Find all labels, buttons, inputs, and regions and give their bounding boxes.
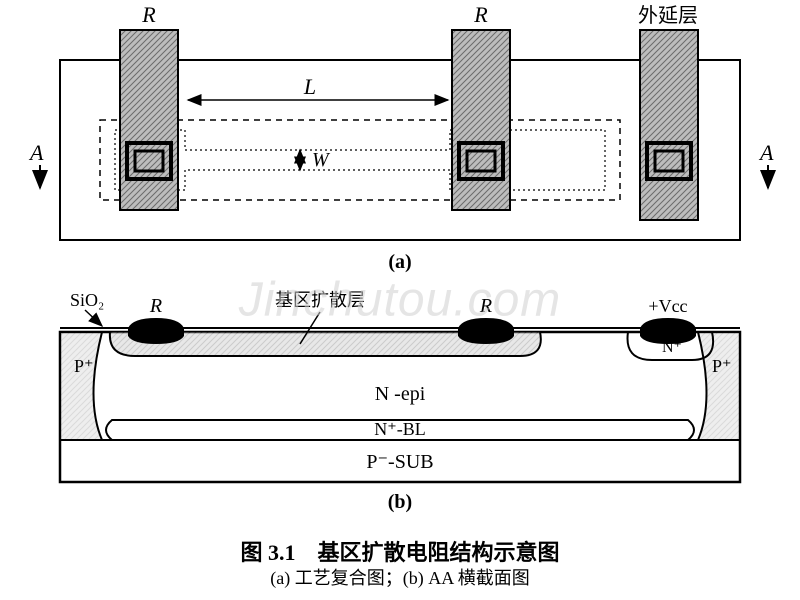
- label-sio2: SiO₂: [70, 290, 104, 310]
- pplus-left: [60, 332, 102, 440]
- label-b-R2: R: [479, 295, 492, 317]
- label-sub-b: (b): [388, 491, 412, 513]
- pad-mid: [452, 30, 510, 210]
- label-vcc: +Vcc: [648, 296, 687, 316]
- label-L: L: [303, 74, 316, 99]
- label-A-left: A: [28, 140, 44, 165]
- pad-left: [120, 30, 178, 210]
- label-R1: R: [141, 2, 156, 27]
- diagram-a: L W A A R R 外延层 (a): [28, 2, 774, 273]
- a-arrow-left: A: [28, 140, 44, 188]
- label-sub-a: (a): [388, 251, 411, 273]
- label-b-R1: R: [149, 295, 162, 317]
- label-nbl: N⁺-BL: [374, 419, 426, 439]
- label-R2: R: [473, 2, 488, 27]
- label-epi: 外延层: [638, 4, 698, 27]
- contact-b1: [128, 318, 184, 344]
- label-nepi: N -epi: [375, 383, 426, 405]
- label-psub: P⁻-SUB: [366, 451, 433, 473]
- figure-title: 图 3.1 基区扩散电阻结构示意图: [0, 535, 800, 567]
- pad-right: [640, 30, 698, 220]
- a-arrow-right: A: [758, 140, 774, 188]
- contact-b3: [640, 318, 696, 344]
- contact-b2: [458, 318, 514, 344]
- pplus-right: [698, 332, 740, 440]
- label-diffusion: 基区扩散层: [275, 290, 365, 310]
- label-pplus-r: P⁺: [712, 356, 732, 376]
- label-pplus-l: P⁺: [74, 356, 94, 376]
- label-W: W: [312, 149, 331, 171]
- figure-subtitle: (a) 工艺复合图；(b) AA 横截面图: [0, 564, 800, 590]
- label-A-right: A: [758, 140, 774, 165]
- diagram-b: N⁺ R R +Vcc SiO₂ 基区扩散层 P⁺ P⁺ N -epi N⁺-B…: [60, 290, 740, 513]
